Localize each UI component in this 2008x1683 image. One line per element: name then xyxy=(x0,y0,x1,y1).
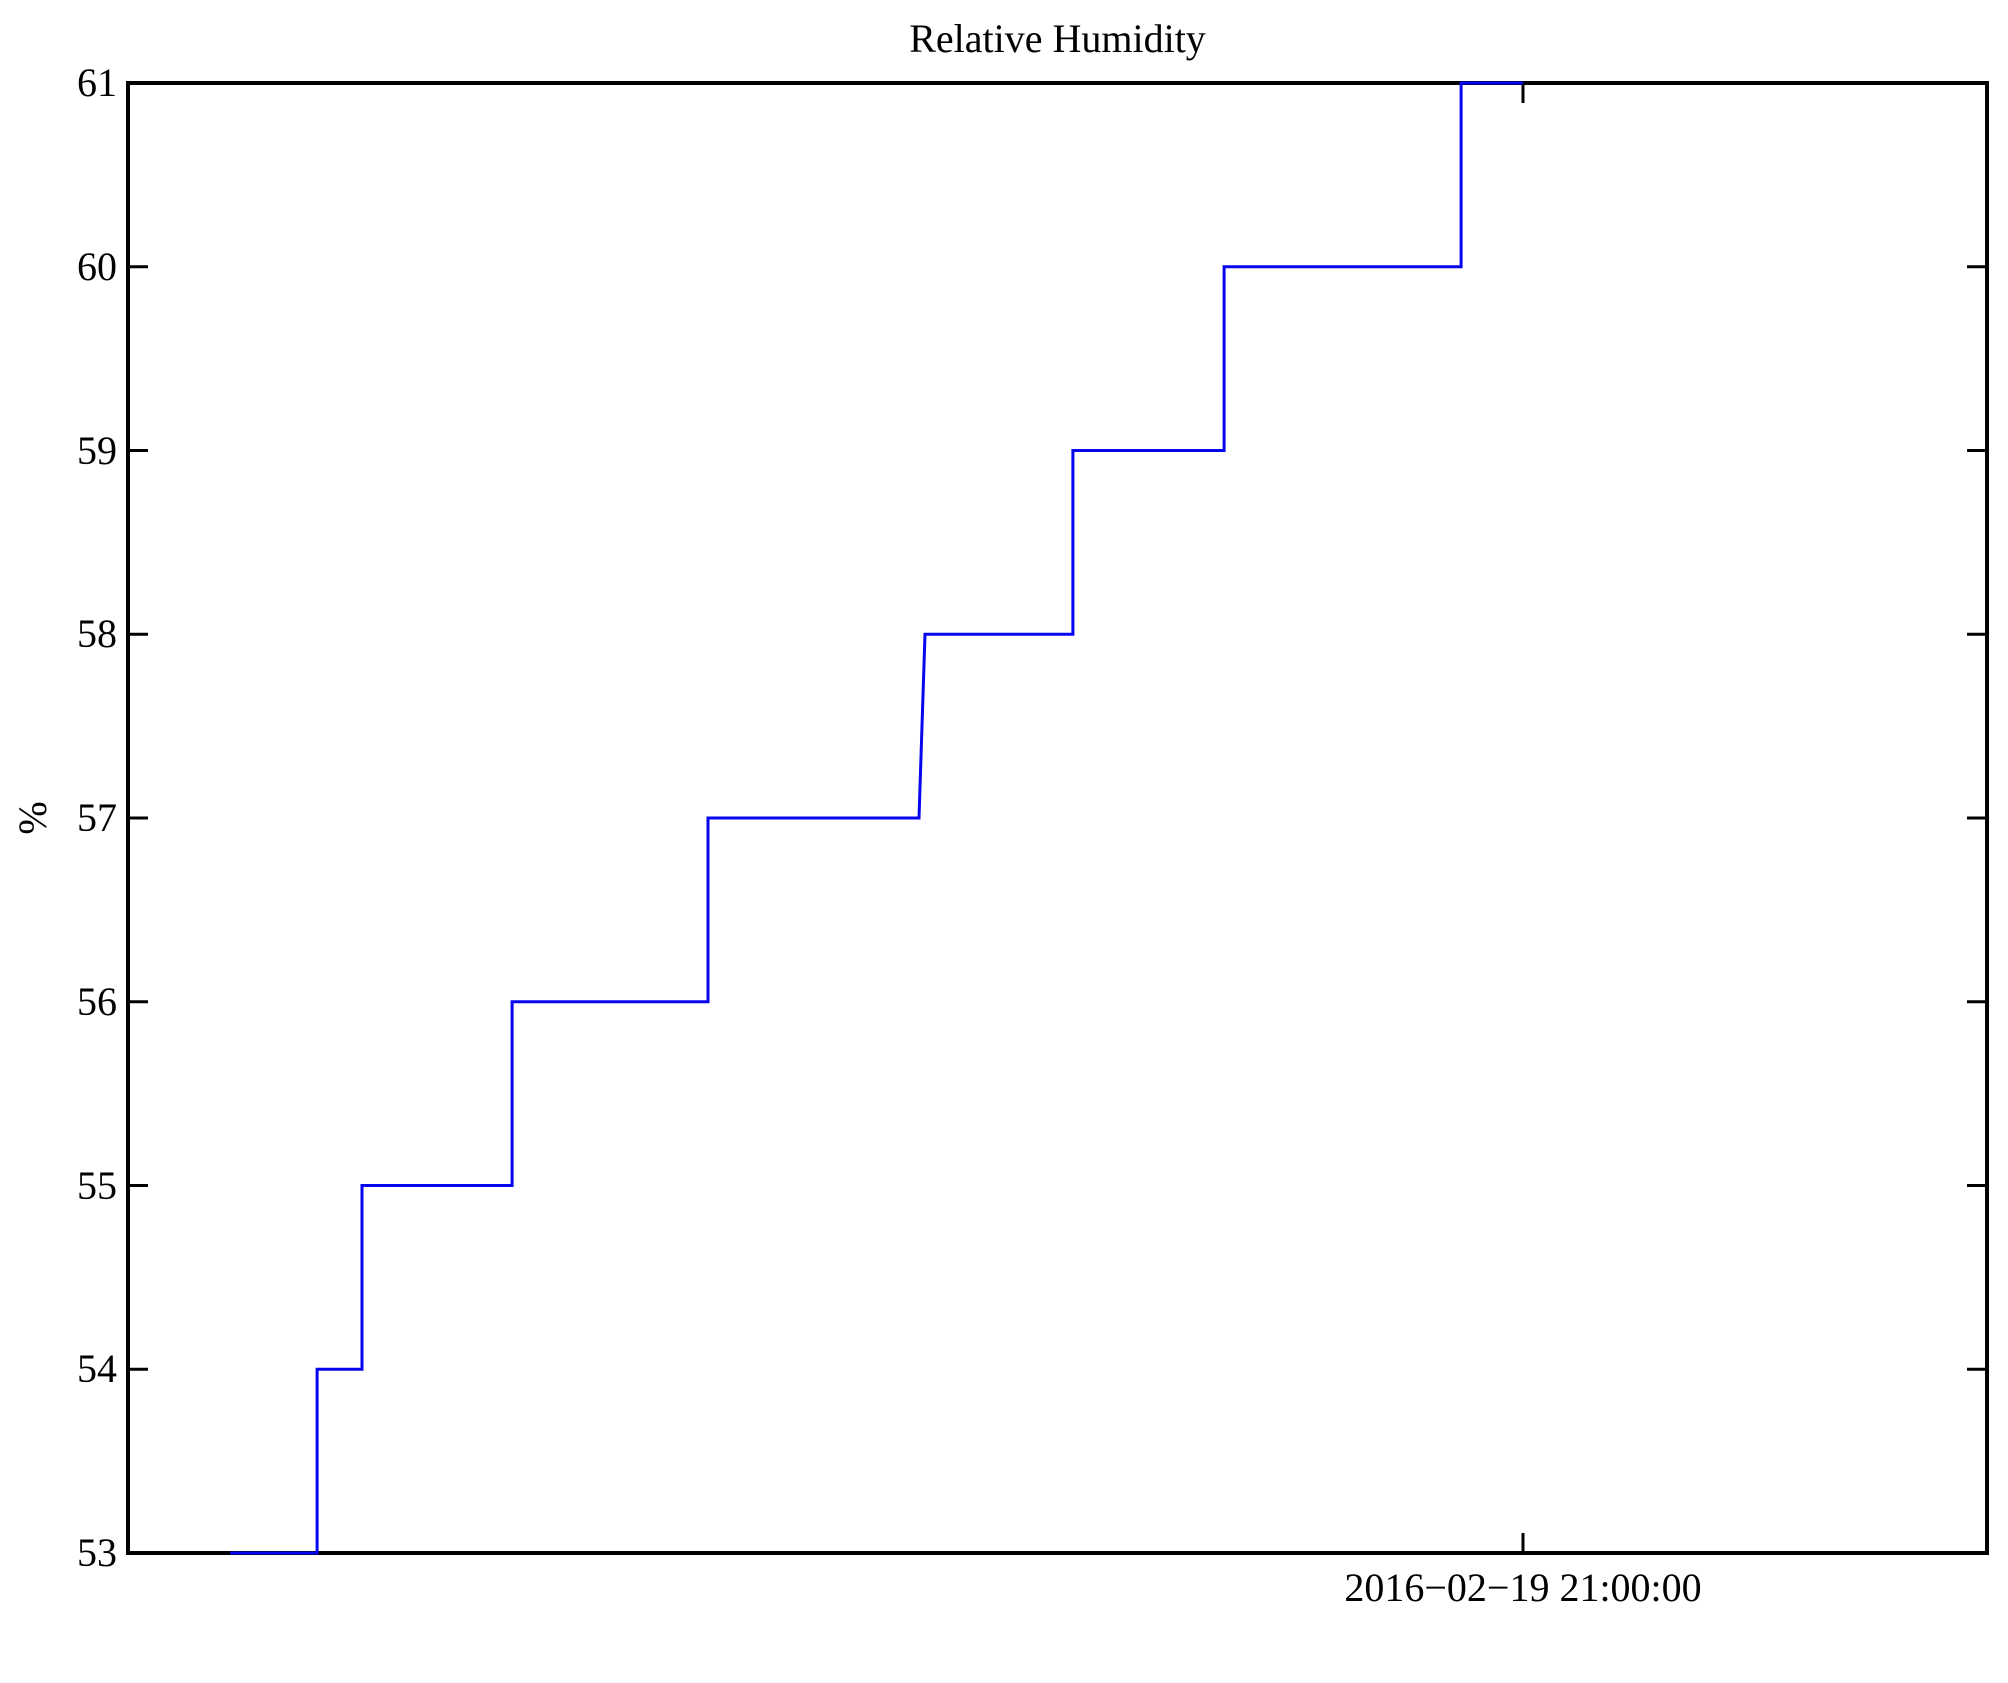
x-tick-label: 2016−02−19 21:00:00 xyxy=(1344,1565,1702,1610)
y-tick-label: 56 xyxy=(77,978,117,1024)
chart-title: Relative Humidity xyxy=(909,16,1206,61)
y-tick-labels: 53 54 55 56 57 58 59 60 61 xyxy=(0,0,117,1683)
y-tick-label: 57 xyxy=(77,795,117,840)
y-tick-label: 60 xyxy=(77,243,117,289)
y-tick-label: 55 xyxy=(77,1162,117,1208)
y-tick-label: 59 xyxy=(77,427,117,473)
y-tick-label: 53 xyxy=(77,1530,117,1575)
y-tick-label: 58 xyxy=(77,611,117,657)
y-tick-label: 54 xyxy=(77,1346,117,1392)
y-tick-label: 61 xyxy=(77,60,117,105)
